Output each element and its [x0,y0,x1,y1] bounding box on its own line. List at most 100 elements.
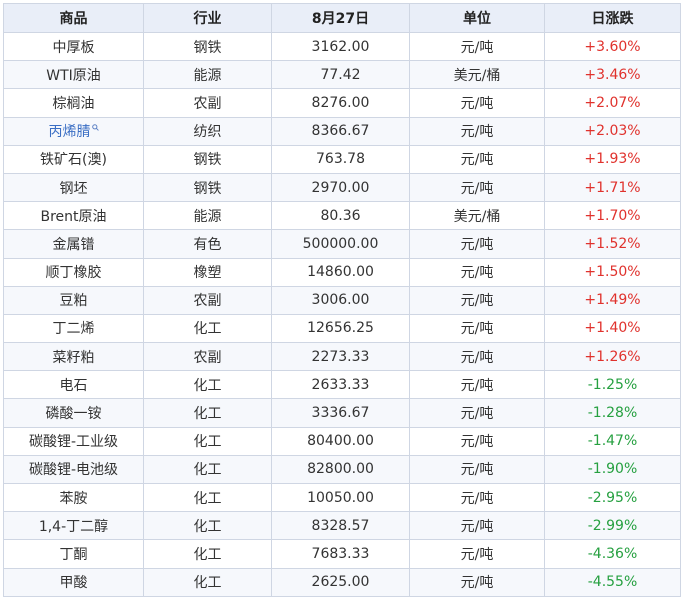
cell-unit: 元/吨 [409,539,545,569]
search-icon[interactable] [91,123,99,134]
commodity-name: 碳酸锂-电池级 [28,462,119,479]
cell-daily-change: -1.47% [544,426,681,456]
commodity-name: 苯胺 [59,490,88,507]
cell-industry: 农副 [143,285,272,315]
commodity-name: WTI原油 [46,67,101,84]
cell-unit: 美元/桶 [409,201,545,231]
cell-daily-change: +1.50% [544,257,681,287]
cell-industry: 有色 [143,229,272,259]
cell-commodity: 豆粕 [3,285,144,315]
cell-unit: 元/吨 [409,285,545,315]
cell-daily-change: -4.36% [544,539,681,569]
cell-daily-change: -1.28% [544,398,681,428]
cell-industry: 化工 [143,482,272,513]
cell-price: 763.78 [271,144,410,174]
cell-unit: 元/吨 [409,144,545,174]
cell-industry: 化工 [143,454,272,485]
cell-industry: 化工 [143,370,272,400]
commodity-name: 豆粕 [59,293,88,310]
cell-daily-change: +1.49% [544,285,681,315]
cell-daily-change: -4.55% [544,567,681,597]
table-row: WTI原油 能源 77.42 美元/桶 +3.46% [3,60,681,90]
cell-commodity: 甲酸 [3,567,144,597]
cell-unit: 元/吨 [409,370,545,400]
cell-price: 2625.00 [271,567,410,597]
table-row: 棕榈油 农副 8276.00 元/吨 +2.07% [3,88,681,118]
cell-commodity: 丁二烯 [3,313,144,344]
table-row: 碳酸锂-电池级 化工 82800.00 元/吨 -1.90% [3,454,681,485]
table-row: 丙烯腈 纺织 8366.67 元/吨 +2.03% [3,116,681,146]
cell-daily-change: +1.40% [544,313,681,344]
cell-unit: 美元/桶 [409,60,545,90]
cell-industry: 纺织 [143,116,272,146]
cell-commodity[interactable]: 丙烯腈 [3,116,144,146]
commodity-name: 电石 [59,377,88,394]
commodity-table-container: 商品 行业 8月27日 单位 日涨跌 中厚板 钢铁 3162.00 元/吨 +3.60%… [3,3,681,597]
table-row: 磷酸一铵 化工 3336.67 元/吨 -1.28% [3,398,681,428]
table-row: 苯胺 化工 10050.00 元/吨 -2.95% [3,482,681,513]
cell-unit: 元/吨 [409,88,545,118]
table-row: Brent原油 能源 80.36 美元/桶 +1.70% [3,201,681,231]
cell-commodity: 碳酸锂-工业级 [3,426,144,456]
cell-commodity: Brent原油 [3,201,144,231]
cell-price: 3006.00 [271,285,410,315]
cell-daily-change: +1.26% [544,342,681,372]
cell-commodity: 菜籽粕 [3,342,144,372]
cell-commodity: 电石 [3,370,144,400]
commodity-name: 菜籽粕 [52,349,95,366]
cell-industry: 化工 [143,313,272,344]
commodity-name: 中厚板 [52,39,95,56]
cell-price: 14860.00 [271,257,410,287]
cell-industry: 化工 [143,567,272,597]
cell-unit: 元/吨 [409,482,545,513]
cell-commodity: 棕榈油 [3,88,144,118]
cell-daily-change: +1.52% [544,229,681,259]
cell-industry: 能源 [143,60,272,90]
cell-daily-change: +1.93% [544,144,681,174]
cell-price: 10050.00 [271,482,410,513]
cell-unit: 元/吨 [409,454,545,485]
commodity-link[interactable]: 丙烯腈 [48,124,91,141]
cell-unit: 元/吨 [409,342,545,372]
cell-unit: 元/吨 [409,511,545,541]
table-row: 甲酸 化工 2625.00 元/吨 -4.55% [3,567,681,597]
cell-commodity: 顺丁橡胶 [3,257,144,287]
table-header-row: 商品 行业 8月27日 单位 日涨跌 [3,3,681,33]
cell-commodity: 苯胺 [3,482,144,513]
cell-price: 2633.33 [271,370,410,400]
commodity-name: Brent原油 [40,208,107,225]
table-row: 1,4-丁二醇 化工 8328.57 元/吨 -2.99% [3,511,681,541]
cell-commodity: 碳酸锂-电池级 [3,454,144,485]
table-body: 中厚板 钢铁 3162.00 元/吨 +3.60% WTI原油 能源 77.42 美元/桶 +3.… [3,31,681,597]
cell-industry: 化工 [143,398,272,428]
cell-unit: 元/吨 [409,398,545,428]
cell-unit: 元/吨 [409,426,545,456]
cell-industry: 能源 [143,201,272,231]
cell-daily-change: +1.70% [544,201,681,231]
commodity-price-table: 商品 行业 8月27日 单位 日涨跌 中厚板 钢铁 3162.00 元/吨 +3.60%… [3,3,681,597]
cell-commodity: 磷酸一铵 [3,398,144,428]
table-row: 顺丁橡胶 橡塑 14860.00 元/吨 +1.50% [3,257,681,287]
cell-price: 2273.33 [271,342,410,372]
cell-price: 2970.00 [271,172,410,203]
commodity-name: 钢坯 [59,180,88,197]
cell-industry: 化工 [143,511,272,541]
cell-commodity: 铁矿石(澳) [3,144,144,174]
header-date-price: 8月27日 [271,3,410,33]
cell-price: 80.36 [271,201,410,231]
cell-industry: 农副 [143,342,272,372]
cell-unit: 元/吨 [409,257,545,287]
header-commodity: 商品 [3,3,144,33]
cell-price: 500000.00 [271,229,410,259]
cell-price: 3336.67 [271,398,410,428]
cell-unit: 元/吨 [409,313,545,344]
commodity-name: 磷酸一铵 [45,406,102,423]
cell-commodity: 钢坯 [3,172,144,203]
cell-industry: 农副 [143,88,272,118]
cell-daily-change: +3.60% [544,31,681,62]
table-row: 钢坯 钢铁 2970.00 元/吨 +1.71% [3,172,681,203]
commodity-name: 1,4-丁二醇 [38,518,109,535]
table-row: 中厚板 钢铁 3162.00 元/吨 +3.60% [3,31,681,62]
cell-unit: 元/吨 [409,31,545,62]
commodity-name: 铁矿石(澳) [40,152,107,169]
